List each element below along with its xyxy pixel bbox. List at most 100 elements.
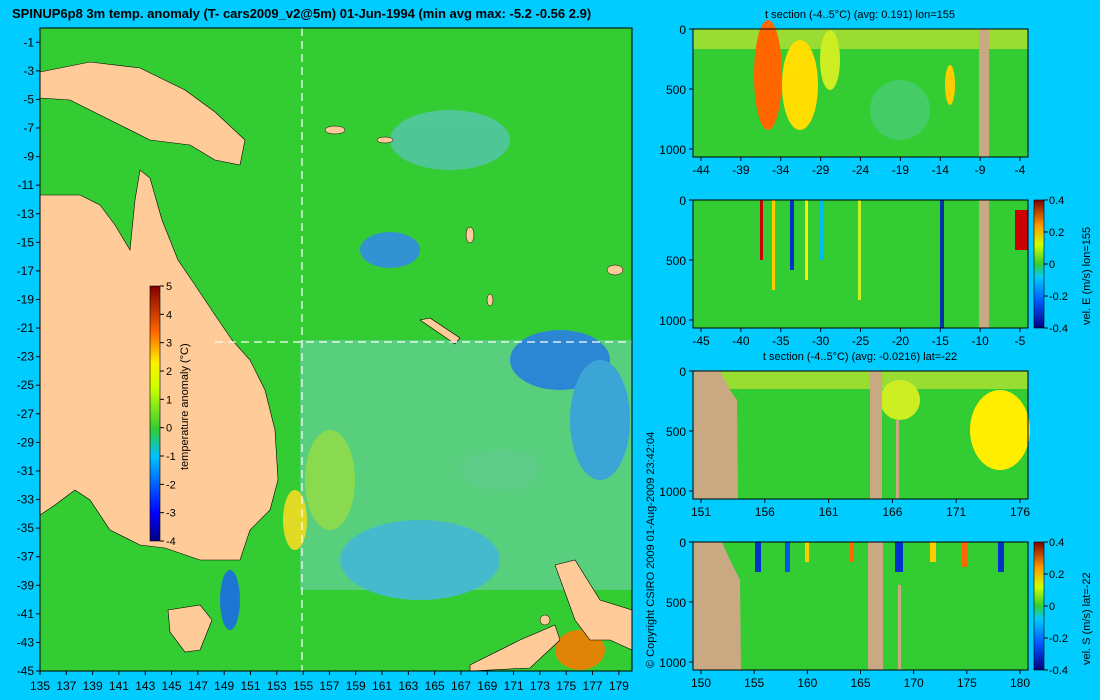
panel1-x-ticks: -44 -39 -34 -29 -24 -19 -14 -9 -4 [692,157,1026,177]
velocity-colorbar-tick-label: -0.2 [1049,633,1068,645]
section-y-tick-label: 1000 [659,656,686,670]
panel4-colorbar-ticks: 0.4 0.2 0 -0.2 -0.4 [1044,537,1068,677]
anomaly-colorbar-tick-label: 3 [166,338,172,350]
velocity-colorbar-tick-label: 0.4 [1049,537,1064,549]
map-x-ticks: 135 137 139 141 143 145 147 149 151 153 155 157 159 1… [30,671,629,693]
anomaly-colorbar-tick-label: 5 [166,281,172,293]
section-x-tick-label: -45 [692,334,710,348]
map-x-tick-label: 143 [135,679,155,693]
section-x-tick-label: -25 [852,334,870,348]
map-x-tick-label: 135 [30,679,50,693]
panel4-patches [693,542,1004,670]
section-x-tick-label: 176 [1010,505,1030,519]
anomaly-colorbar-ticks: 5 4 3 2 1 0 -1 -2 -3 -4 [160,281,176,548]
anomaly-colorbar [149,285,161,542]
map-y-tick-label: -41 [17,607,35,621]
copyright-notice: © Copyright CSIRO 2009 01-Aug-2009 23:42… [645,431,657,668]
section-x-tick-label: -10 [971,334,989,348]
section-x-tick-label: 171 [946,505,966,519]
section-x-tick-label: 155 [744,676,764,690]
anomaly-colorbar-tick-label: -2 [166,479,176,491]
panel2-y-ticks: 0 500 1000 [659,194,693,328]
map-x-tick-label: 145 [162,679,182,693]
panel2-x-ticks: -45 -40 -35 -30 -25 -20 -15 -10 -5 [692,328,1026,348]
section-x-tick-label: 165 [850,676,870,690]
section-y-tick-label: 0 [679,365,686,379]
map-y-tick-label: -39 [17,578,35,592]
section-x-tick-label: -40 [732,334,750,348]
map-y-tick-label: -11 [18,178,35,192]
map-x-tick-label: 163 [398,679,418,693]
velocity-colorbar-tick-label: 0 [1049,601,1055,613]
section-x-tick-label: -34 [772,163,790,177]
panel3-y-ticks: 0 500 1000 [659,365,693,499]
map-x-tick-label: 159 [346,679,366,693]
map-y-tick-label: -29 [17,435,35,449]
panel1-patches [693,20,1028,157]
map-x-tick-label: 175 [556,679,576,693]
map-y-tick-label: -21 [17,321,35,335]
panel1-y-ticks: 0 500 1000 [659,23,693,157]
map-x-tick-label: 141 [109,679,129,693]
map-y-tick-label: -31 [17,464,35,478]
map-y-tick-label: -43 [17,635,35,649]
section-x-tick-label: -19 [892,163,910,177]
section-y-tick-label: 500 [666,254,686,268]
map-y-tick-label: -27 [17,407,35,421]
anomaly-colorbar-tick-label: 1 [166,394,172,406]
map-x-tick-label: 153 [267,679,287,693]
panel3-patches [693,371,1030,499]
map-y-ticks: -1 -3 -5 -7 -9 -11 -13 -15 -17 -19 -21 -23 -25 -27 -29… [17,35,40,678]
map-y-tick-label: -25 [17,378,35,392]
map-y-tick-label: -5 [23,92,34,106]
map-frame [39,27,633,672]
velocity-colorbar-tick-label: -0.4 [1049,665,1068,677]
section-x-tick-label: -20 [892,334,910,348]
section-x-tick-label: 175 [957,676,977,690]
map-y-tick-label: -7 [23,121,34,135]
panel3-title: t section (-4..5°C) (avg: -0.0216) lat=-… [763,351,957,363]
section-x-tick-label: 161 [819,505,839,519]
panel4-x-ticks: 150 155 160 165 170 175 180 [691,670,1030,690]
map-y-tick-label: -17 [17,264,35,278]
section-x-tick-label: -14 [932,163,950,177]
anomaly-colorbar-tick-label: 4 [166,309,172,321]
section-y-tick-label: 0 [679,536,686,550]
map-x-tick-label: 171 [504,679,524,693]
velocity-colorbar-tick-label: -0.2 [1049,291,1068,303]
map-y-tick-label: -19 [17,292,35,306]
section-x-tick-label: 151 [691,505,711,519]
section-x-tick-label: 170 [904,676,924,690]
anomaly-colorbar-label: temperature anomaly (°C) [179,343,191,470]
panel2-patches [760,200,1028,328]
section-x-tick-label: -30 [812,334,830,348]
map-y-tick-label: -35 [17,521,35,535]
section-x-tick-label: 180 [1010,676,1030,690]
map-x-tick-label: 157 [319,679,339,693]
section-x-tick-label: -44 [692,163,710,177]
section-y-tick-label: 500 [666,425,686,439]
panel4-colorbar [1033,541,1045,671]
land-new-caledonia [419,317,461,345]
map-y-tick-label: -37 [17,550,35,564]
panel2-colorbar-label: vel. E (m/s) lon=155 [1081,227,1093,325]
map-y-tick-label: -3 [23,64,34,78]
map-y-tick-label: -13 [17,207,35,221]
section-y-tick-label: 0 [679,23,686,37]
land-small-islands [324,125,624,626]
map-x-tick-label: 179 [609,679,629,693]
panel4-y-ticks: 0 500 1000 [659,536,693,670]
map-x-tick-label: 147 [188,679,208,693]
map-x-tick-label: 149 [214,679,234,693]
section-x-tick-label: -9 [975,163,986,177]
map-x-tick-label: 167 [451,679,471,693]
panel2-colorbar [1033,199,1045,329]
section-y-tick-label: 500 [666,83,686,97]
section-y-tick-label: 1000 [659,143,686,157]
section-y-tick-label: 0 [679,194,686,208]
velocity-colorbar-tick-label: 0.2 [1049,227,1064,239]
map-x-tick-label: 139 [83,679,103,693]
map-y-tick-label: -15 [17,235,35,249]
section-x-tick-label: -5 [1015,334,1026,348]
